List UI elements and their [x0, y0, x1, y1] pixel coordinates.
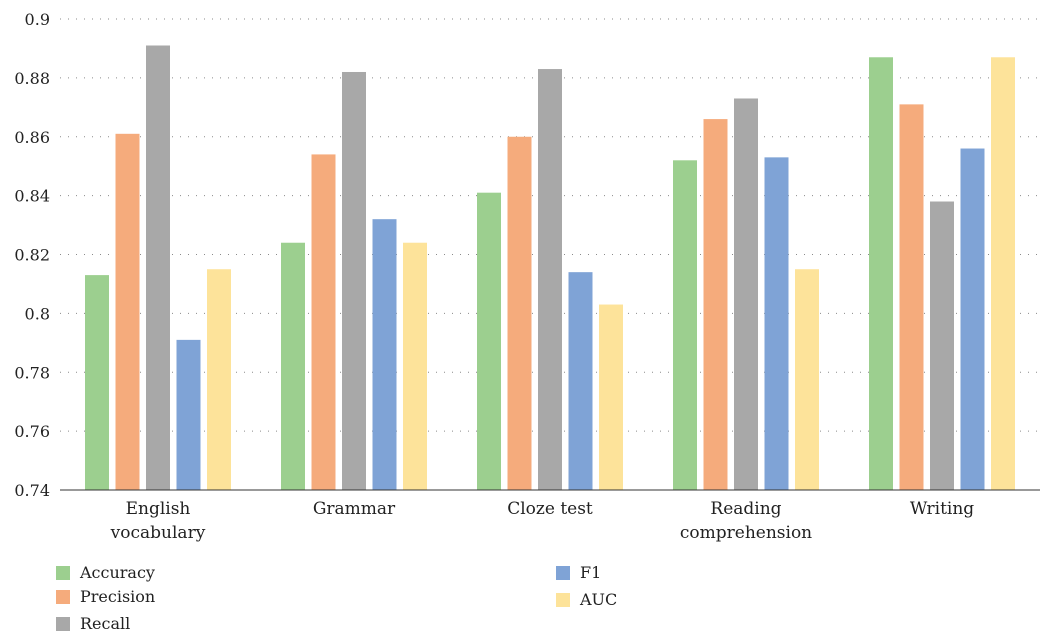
bar-f1-0 [176, 339, 201, 490]
y-tick-label: 0.8 [25, 304, 50, 323]
y-tick-label: 0.74 [14, 481, 50, 500]
bar-precision-1 [311, 154, 336, 490]
bar-recall-1 [342, 71, 366, 491]
bar-recall-2 [538, 69, 562, 490]
x-category-label: Reading [710, 499, 781, 519]
y-tick-label: 0.88 [14, 69, 50, 88]
bar-f1-2 [568, 272, 593, 490]
x-category-label: comprehension [680, 523, 812, 543]
bar-accuracy-4 [869, 57, 893, 491]
bars [85, 45, 1015, 491]
bar-precision-3 [703, 119, 728, 491]
x-category-labels: English vocabulary Grammar Cloze test Readin… [110, 499, 975, 543]
y-tick-label: 0.84 [14, 187, 50, 206]
x-category-label: Grammar [313, 499, 396, 519]
bar-precision-4 [899, 104, 924, 491]
bar-recall-4 [930, 201, 954, 490]
bar-auc-3 [795, 269, 819, 490]
bar-accuracy-3 [673, 160, 697, 491]
y-tick-label: 0.76 [14, 422, 50, 441]
bar-f1-1 [372, 219, 397, 491]
y-tick-label: 0.78 [14, 363, 50, 382]
y-tick-labels: 0.74 0.76 0.78 0.8 0.82 0.84 0.86 0.88 0.9 [14, 10, 50, 500]
x-category-label: English [126, 499, 191, 519]
bar-auc-2 [599, 304, 623, 490]
y-tick-label: 0.86 [14, 128, 50, 147]
bar-f1-3 [764, 157, 789, 490]
x-category-label: Writing [910, 499, 974, 519]
bar-accuracy-1 [281, 242, 305, 490]
bar-accuracy-0 [85, 275, 109, 490]
bar-precision-0 [115, 133, 140, 490]
y-tick-label: 0.82 [14, 246, 50, 265]
bar-precision-2 [507, 136, 532, 490]
bar-auc-4 [991, 57, 1015, 491]
bar-f1-4 [960, 148, 985, 490]
bar-recall-3 [734, 98, 758, 490]
x-category-label: vocabulary [110, 523, 206, 543]
bar-auc-0 [207, 269, 231, 490]
y-tick-label: 0.9 [25, 10, 50, 29]
bar-recall-0 [146, 45, 170, 491]
x-category-label: Cloze test [507, 499, 593, 519]
bar-accuracy-2 [477, 192, 501, 490]
bar-auc-1 [403, 242, 427, 490]
